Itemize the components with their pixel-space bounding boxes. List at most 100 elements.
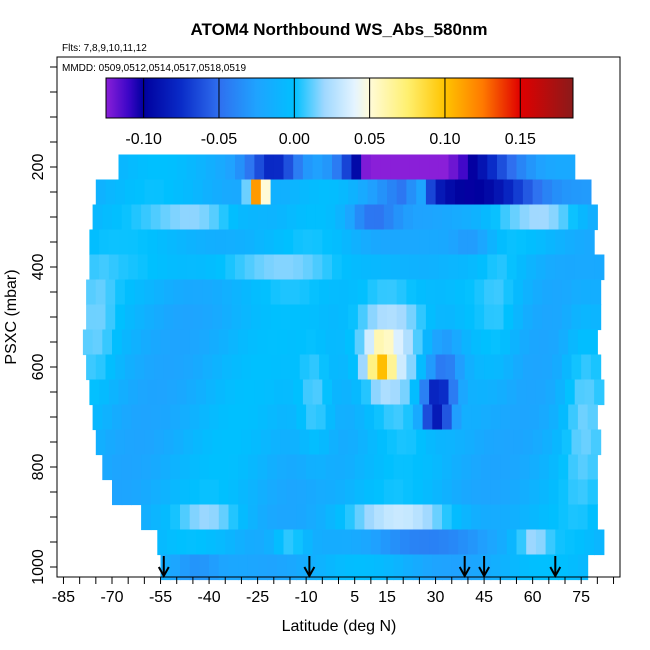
heatmap-cell <box>516 154 527 181</box>
flights-label: Flts: 7,8,9,10,11,12 <box>62 43 147 54</box>
heatmap-cell <box>555 529 566 556</box>
heatmap-cell <box>257 504 268 531</box>
heatmap-cell <box>212 354 223 381</box>
heatmap-cell <box>299 179 310 206</box>
heatmap-cell <box>270 304 281 331</box>
heatmap-cell <box>432 329 443 356</box>
heatmap-cell <box>380 254 391 281</box>
heatmap-cell <box>522 354 534 381</box>
heatmap-cell <box>141 404 152 431</box>
heatmap-cell <box>380 379 391 406</box>
heatmap-cell <box>406 279 417 306</box>
heatmap-cell <box>222 429 233 456</box>
heatmap-cell <box>390 229 401 256</box>
heatmap-cell <box>387 304 398 331</box>
heatmap-cell <box>490 479 501 506</box>
heatmap-cell <box>516 529 527 556</box>
heatmap-cell <box>170 554 181 581</box>
heatmap-cell <box>442 204 453 231</box>
heatmap-cell <box>302 229 314 256</box>
heatmap-cell <box>500 404 511 431</box>
heatmap-cell <box>438 154 450 181</box>
heatmap-cell <box>160 479 171 506</box>
heatmap-cell <box>425 279 437 306</box>
heatmap-cell <box>338 179 349 206</box>
heatmap-cell <box>416 279 427 306</box>
heatmap-cell <box>510 479 521 506</box>
heatmap-cell <box>325 479 336 506</box>
heatmap-cell <box>480 204 492 231</box>
heatmap-cell <box>105 279 116 306</box>
heatmap-cell <box>160 554 171 581</box>
heatmap-cell <box>254 154 265 181</box>
x-tick-label: 15 <box>378 589 396 606</box>
heatmap-cell <box>286 479 297 506</box>
heatmap-cell <box>584 229 595 256</box>
heatmap-cell <box>196 529 207 556</box>
heatmap-cell <box>277 479 288 506</box>
heatmap-cell <box>293 254 304 281</box>
heatmap-cell <box>338 354 349 381</box>
heatmap-cell <box>325 554 336 581</box>
heatmap-cell <box>322 154 333 181</box>
heatmap-cell <box>241 179 252 206</box>
heatmap-cell <box>484 429 495 456</box>
heatmap-cell <box>102 204 113 231</box>
heatmap-cell <box>367 429 378 456</box>
heatmap-cell <box>86 304 97 331</box>
heatmap-cell <box>565 379 576 406</box>
heatmap-cell <box>548 204 560 231</box>
heatmap-cell <box>455 429 466 456</box>
heatmap-cell <box>594 379 605 406</box>
heatmap-cell <box>487 254 498 281</box>
colorbar-ticks: -0.10 -0.05 0.00 0.05 0.10 0.15 <box>125 78 536 148</box>
heatmap-cell <box>370 154 382 181</box>
heatmap-cell <box>283 254 294 281</box>
heatmap-cell <box>500 454 511 481</box>
heatmap-cell <box>218 454 230 481</box>
heatmap-cell <box>306 504 317 531</box>
heatmap-cell <box>244 154 255 181</box>
heatmap-cell <box>529 204 540 231</box>
heatmap-cell <box>254 229 265 256</box>
heatmap-cell <box>105 304 116 331</box>
heatmap-cell <box>503 354 514 381</box>
heatmap-cell <box>471 479 482 506</box>
heatmap-cell <box>490 204 501 231</box>
heatmap-cell <box>315 554 327 581</box>
heatmap-cell <box>532 279 543 306</box>
heatmap-cell <box>341 229 352 256</box>
heatmap-cell <box>548 329 560 356</box>
heatmap-cell <box>387 429 398 456</box>
heatmap-cell <box>260 279 272 306</box>
heatmap-cell <box>480 329 492 356</box>
heatmap-cell <box>522 279 534 306</box>
heatmap-cell <box>102 454 113 481</box>
heatmap-cell <box>357 279 369 306</box>
heatmap-cell <box>189 504 200 531</box>
heatmap-cell <box>374 329 385 356</box>
heatmap-cell <box>264 154 275 181</box>
heatmap-cell <box>312 229 323 256</box>
heatmap-cell <box>212 179 223 206</box>
heatmap-cell <box>577 329 589 356</box>
heatmap-cell <box>370 379 382 406</box>
heatmap-cell <box>209 554 220 581</box>
heatmap-cell <box>510 454 521 481</box>
heatmap-cell <box>306 404 317 431</box>
heatmap-cell <box>176 379 187 406</box>
heatmap-cell <box>199 204 210 231</box>
heatmap-cell <box>542 304 553 331</box>
heatmap-cell <box>458 379 469 406</box>
dates-label: MMDD: 0509,0512,0514,0517,0518,0519 <box>62 63 246 74</box>
heatmap-cell <box>516 254 527 281</box>
heatmap-cell <box>503 179 514 206</box>
heatmap-cell <box>215 154 226 181</box>
heatmap-cell <box>124 179 136 206</box>
heatmap-cell <box>490 454 501 481</box>
heatmap-cell <box>176 229 187 256</box>
heatmap-cell <box>95 304 107 331</box>
heatmap-cell <box>432 404 443 431</box>
heatmap-cell <box>419 229 430 256</box>
heatmap-cell <box>480 504 492 531</box>
